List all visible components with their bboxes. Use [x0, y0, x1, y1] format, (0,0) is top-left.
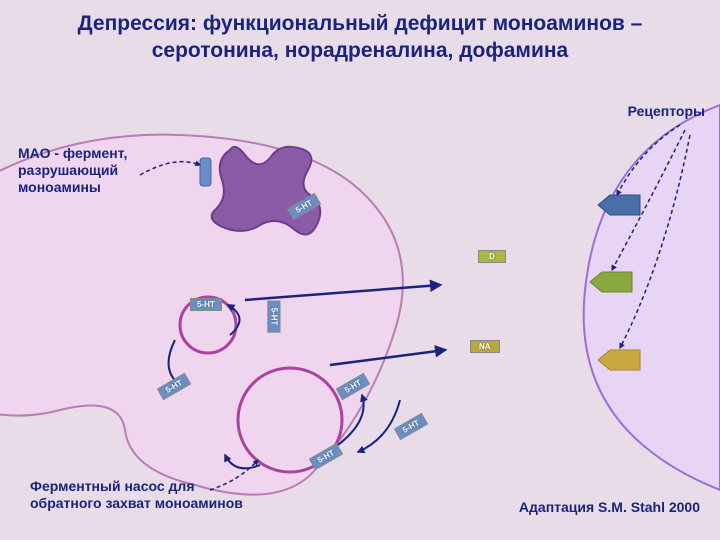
label-receptors: Рецепторы: [628, 103, 705, 120]
tag-5ht-2: 5-HT: [190, 298, 222, 311]
diagram-svg: [0, 0, 720, 540]
blue-bar: [200, 158, 211, 186]
tag-d: D: [478, 250, 506, 263]
caption-source: Адаптация S.M. Stahl 2000: [519, 499, 700, 515]
tag-5ht-3: 5-HT: [267, 301, 280, 333]
label-pump: Ферментный насос для обратного захват мо…: [30, 478, 243, 512]
label-mao: МАО - фермент, разрушающий моноамины: [18, 145, 127, 195]
postsynaptic-membrane: [584, 105, 720, 490]
tag-na: NA: [470, 340, 500, 353]
